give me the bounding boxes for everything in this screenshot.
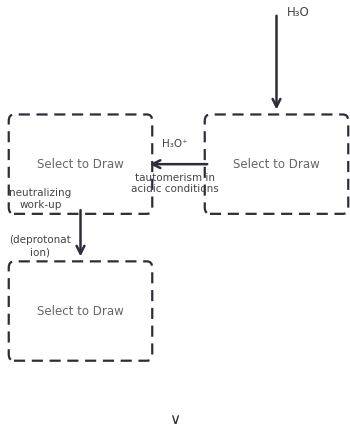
FancyBboxPatch shape [9, 114, 152, 214]
Text: (deprotonat
ion): (deprotonat ion) [9, 235, 71, 257]
Text: Select to Draw: Select to Draw [37, 305, 124, 318]
Text: H₃O: H₃O [287, 6, 310, 19]
Text: tautomerism in
acidic conditions: tautomerism in acidic conditions [131, 173, 219, 194]
Text: H₃O⁺: H₃O⁺ [162, 139, 188, 149]
Text: Select to Draw: Select to Draw [37, 158, 124, 171]
FancyBboxPatch shape [9, 261, 152, 361]
Text: neutralizing
work-up: neutralizing work-up [9, 188, 71, 210]
Text: Select to Draw: Select to Draw [233, 158, 320, 171]
Text: ∨: ∨ [169, 412, 181, 427]
FancyBboxPatch shape [205, 114, 348, 214]
